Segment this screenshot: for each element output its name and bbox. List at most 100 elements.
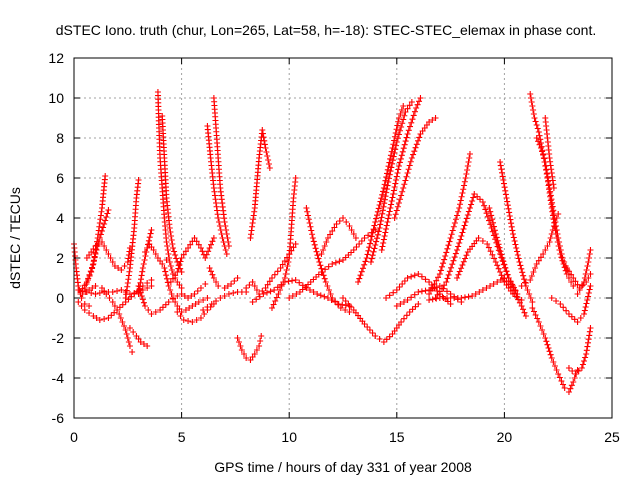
data-point [539,148,546,155]
data-point [479,238,486,244]
data-point [382,177,389,184]
data-point [393,173,400,180]
data-point [92,291,99,297]
data-point [90,258,97,265]
data-point [542,335,549,341]
data-point [83,289,90,295]
data-point [497,159,504,165]
data-point [136,286,143,293]
data-point [431,281,438,287]
data-point [397,127,404,134]
data-point [386,208,393,215]
data-point [369,252,376,259]
data-point [106,295,113,301]
data-point [574,281,581,288]
data-point [189,303,196,309]
data-point [461,294,468,301]
data-point [458,233,465,239]
data-point [568,271,575,278]
data-point [272,298,279,304]
data-point [557,247,564,253]
data-point [109,299,116,305]
data-point [361,261,368,268]
data-point [395,166,402,173]
data-point [119,319,126,325]
data-point [454,212,461,219]
data-point [162,268,169,275]
data-point [263,289,270,296]
data-point [581,275,588,281]
data-point [209,271,216,278]
data-point [206,245,213,251]
data-point [168,237,175,243]
data-point [506,213,513,219]
data-point [75,287,82,293]
data-point [206,265,213,271]
data-point [462,175,469,181]
data-point [159,304,166,311]
data-point [455,243,462,250]
data-point [466,205,473,211]
data-point [429,284,436,291]
data-point [535,319,542,325]
data-point [415,301,422,307]
data-point [259,130,266,137]
data-point [392,130,399,136]
data-point [144,245,151,251]
data-point [200,307,207,313]
data-point [436,288,443,295]
data-point [404,105,411,112]
data-point [116,304,123,311]
data-point [422,287,429,294]
data-point [400,145,407,152]
data-point [586,332,593,339]
data-point [418,273,425,280]
data-point [582,304,589,310]
data-point [111,309,118,316]
data-point [550,185,557,191]
data-point [535,138,542,145]
data-point [450,257,457,264]
data-point [557,301,564,307]
data-point [581,358,588,364]
data-point [225,291,232,297]
data-point [479,287,486,293]
data-point [368,233,375,240]
y-tick-label: 6 [56,170,64,186]
data-point [104,210,111,217]
data-point [411,272,418,279]
data-point [409,116,416,123]
data-point [530,107,537,113]
data-point [513,293,520,300]
data-point [317,292,324,299]
data-point [532,118,539,125]
data-point [367,240,374,247]
data-point [585,339,592,346]
data-point [187,241,194,248]
data-point [483,210,490,217]
data-point [186,305,193,311]
data-point [383,174,390,181]
data-point [273,294,280,301]
data-point [458,265,465,272]
data-point [346,223,353,229]
data-point [401,141,408,148]
data-point [364,324,371,330]
data-point [539,327,546,333]
data-point [398,124,405,130]
data-point [578,283,585,289]
data-point [524,287,531,293]
y-tick-label: -6 [52,410,65,426]
data-point [148,277,155,283]
data-point [388,198,395,204]
data-point [379,210,386,217]
data-point [531,115,538,121]
data-point [483,285,490,291]
data-point [546,239,553,245]
data-point [452,216,459,223]
data-point [451,220,458,226]
data-point [444,275,451,282]
data-point [386,159,393,166]
data-point [459,262,466,268]
data-point [522,313,529,319]
